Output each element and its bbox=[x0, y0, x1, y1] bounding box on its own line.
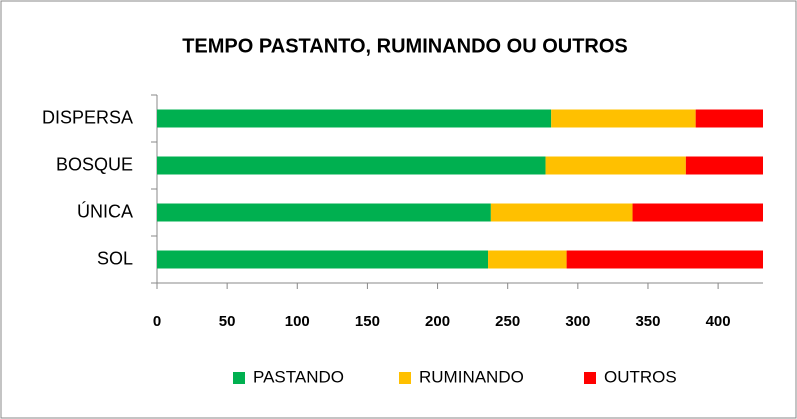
bar-segment bbox=[695, 109, 763, 128]
bar-segment bbox=[157, 156, 546, 175]
x-tick-label: 300 bbox=[565, 313, 590, 330]
bar-segment bbox=[685, 156, 763, 175]
x-tick-label: 0 bbox=[153, 313, 161, 330]
x-tick-label: 250 bbox=[495, 313, 520, 330]
y-tick-label: SOL bbox=[97, 248, 133, 268]
x-tick-label: 350 bbox=[635, 313, 660, 330]
y-tick-label: ÚNICA bbox=[77, 200, 133, 221]
legend-swatch bbox=[399, 372, 411, 384]
legend-label: OUTROS bbox=[604, 367, 677, 386]
legend-label: PASTANDO bbox=[253, 367, 344, 386]
y-tick-label: DISPERSA bbox=[42, 107, 133, 127]
x-tick-label: 50 bbox=[219, 313, 236, 330]
y-tick-label: BOSQUE bbox=[56, 154, 133, 174]
chart-title: TEMPO PASTANTO, RUMINANDO OU OUTROS bbox=[182, 35, 628, 57]
legend-label: RUMINANDO bbox=[419, 367, 524, 386]
bar-segment bbox=[551, 109, 696, 128]
bar-segment bbox=[157, 250, 489, 269]
legend-swatch bbox=[233, 372, 245, 384]
bar-segment bbox=[488, 250, 567, 269]
x-tick-label: 200 bbox=[425, 313, 450, 330]
x-tick-label: 150 bbox=[355, 313, 380, 330]
x-tick-label: 100 bbox=[285, 313, 310, 330]
legend-swatch bbox=[584, 372, 596, 384]
bar-segment bbox=[490, 203, 633, 222]
bar-segment bbox=[566, 250, 763, 269]
bar-segment bbox=[157, 203, 491, 222]
x-tick-label: 400 bbox=[706, 313, 731, 330]
bar-segment bbox=[632, 203, 763, 222]
bar-segment bbox=[545, 156, 686, 175]
bar-segment bbox=[157, 109, 552, 128]
